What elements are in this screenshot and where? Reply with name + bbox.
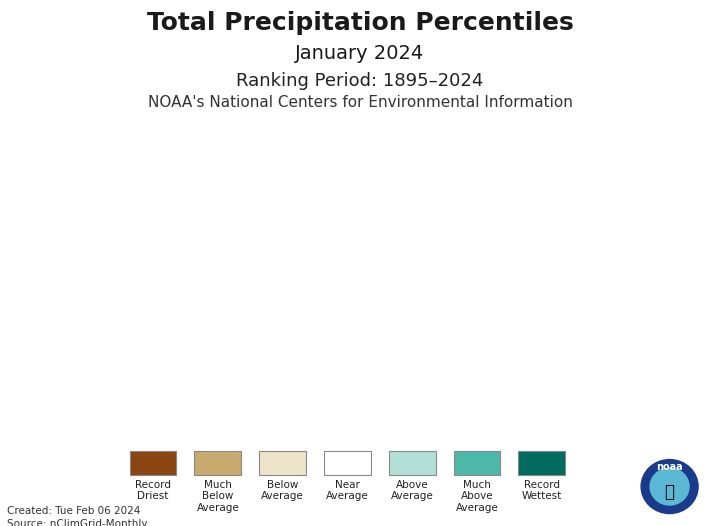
FancyBboxPatch shape (130, 451, 176, 476)
Circle shape (649, 468, 690, 505)
Text: [US Map - cartopy not available]: [US Map - cartopy not available] (226, 266, 494, 284)
FancyBboxPatch shape (454, 451, 500, 476)
Text: Total Precipitation Percentiles: Total Precipitation Percentiles (147, 11, 573, 35)
FancyBboxPatch shape (259, 451, 306, 476)
Text: Near
Average: Near Average (326, 480, 369, 501)
FancyBboxPatch shape (324, 451, 371, 476)
Text: January 2024: January 2024 (295, 44, 425, 63)
Text: 🐦: 🐦 (665, 483, 675, 501)
FancyBboxPatch shape (194, 451, 241, 476)
Text: Above
Average: Above Average (391, 480, 433, 501)
FancyBboxPatch shape (518, 451, 565, 476)
Text: Created: Tue Feb 06 2024: Created: Tue Feb 06 2024 (7, 505, 140, 515)
FancyBboxPatch shape (389, 451, 436, 476)
Text: Ranking Period: 1895–2024: Ranking Period: 1895–2024 (236, 72, 484, 89)
Text: Record
Driest: Record Driest (135, 480, 171, 501)
Text: noaa: noaa (657, 462, 683, 472)
Text: Below
Average: Below Average (261, 480, 304, 501)
Text: Much
Below
Average: Much Below Average (197, 480, 239, 513)
Circle shape (639, 458, 700, 515)
Text: Much
Above
Average: Much Above Average (456, 480, 498, 513)
Text: NOAA's National Centers for Environmental Information: NOAA's National Centers for Environmenta… (148, 95, 572, 110)
Text: Source: nClimGrid-Monthly: Source: nClimGrid-Monthly (7, 520, 148, 526)
Text: Record
Wettest: Record Wettest (522, 480, 562, 501)
